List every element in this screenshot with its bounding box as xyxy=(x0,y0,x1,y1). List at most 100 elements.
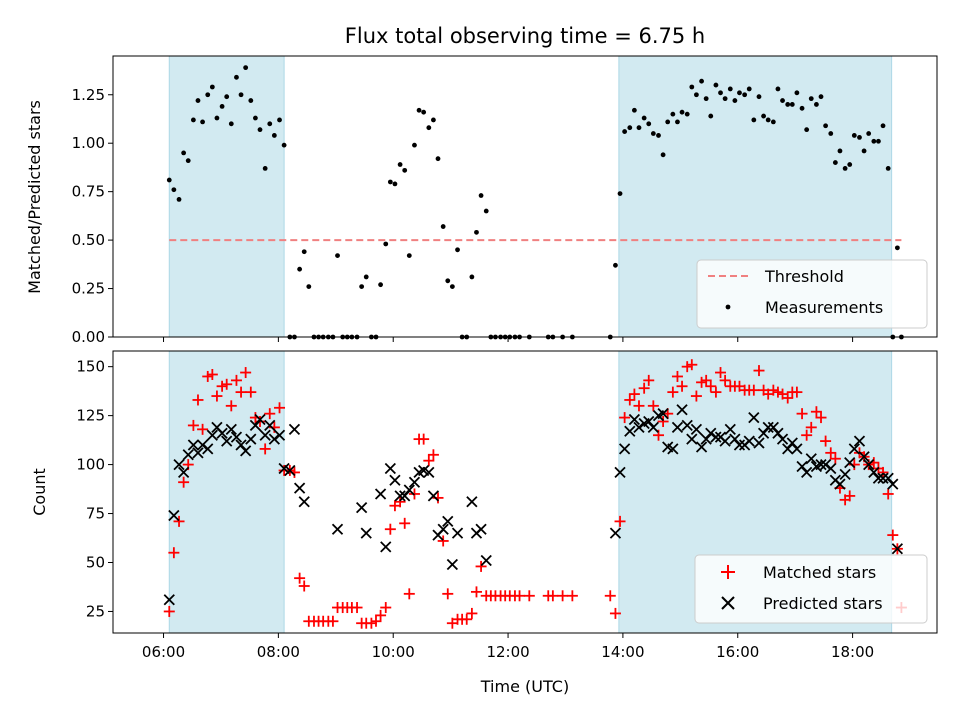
measurement-point xyxy=(416,107,422,113)
matched-star-point xyxy=(547,590,559,602)
measurement-point xyxy=(426,125,432,131)
matched-star-point xyxy=(370,615,382,627)
predicted-star-point xyxy=(284,464,296,477)
predicted-star-point xyxy=(757,427,770,439)
predicted-star-point xyxy=(480,554,492,567)
matched-star-point xyxy=(206,369,218,380)
matched-star-point xyxy=(633,400,645,412)
matched-star-point xyxy=(327,615,339,627)
measurement-point xyxy=(828,131,834,136)
matched-star-point xyxy=(168,547,180,559)
measurement-point xyxy=(713,82,719,88)
x-tick-label: 16:00 xyxy=(716,643,759,661)
x-tick-label: 14:00 xyxy=(601,643,644,661)
matched-star-point xyxy=(801,429,813,441)
count-panel: 25 50 75 100 125 150 06:00 08:00 10:00 12:00 14:0… xyxy=(30,350,938,696)
y-tick-label: 0.50 xyxy=(72,231,105,249)
measurement-point xyxy=(775,86,781,92)
measurement-point xyxy=(257,127,263,133)
y-tick-label: 125 xyxy=(76,407,105,425)
predicted-star-point xyxy=(173,458,185,471)
predicted-star-point xyxy=(225,423,237,435)
measurement-point xyxy=(205,92,211,98)
measurement-point xyxy=(243,65,249,71)
predicted-star-point xyxy=(394,490,406,502)
predicted-star-point xyxy=(380,541,392,553)
measurement-point xyxy=(699,78,704,84)
measurement-point xyxy=(306,284,312,290)
measurement-point xyxy=(751,117,757,123)
predicted-star-point xyxy=(815,458,827,471)
matched-star-point xyxy=(375,609,387,621)
predicted-star-point xyxy=(863,458,875,471)
measurement-point xyxy=(387,179,393,185)
predicted-star-point xyxy=(259,429,271,441)
measurement-point xyxy=(703,96,709,102)
measurement-point xyxy=(694,92,699,98)
matched-star-point xyxy=(514,590,526,602)
matched-star-point xyxy=(365,617,377,629)
predicted-star-point xyxy=(254,413,266,426)
matched-star-point xyxy=(844,490,856,502)
matched-star-point xyxy=(815,412,827,424)
measurement-point xyxy=(871,138,877,144)
matched-star-point xyxy=(466,607,478,619)
matched-star-point xyxy=(810,406,822,418)
matched-star-point xyxy=(384,523,396,535)
predicted-star-point xyxy=(437,523,449,535)
measurement-point xyxy=(746,86,752,92)
x-tick-label: 12:00 xyxy=(486,643,529,661)
predicted-star-point xyxy=(844,456,856,469)
ratio-panel-frame xyxy=(112,55,938,338)
predicted-star-point xyxy=(403,484,415,496)
measurement-point xyxy=(363,274,369,280)
measurement-point xyxy=(814,102,819,107)
predicted-star-point xyxy=(442,515,454,528)
matched-star-point xyxy=(294,572,306,584)
measurement-point xyxy=(219,103,225,109)
measurement-point xyxy=(641,115,647,121)
measurement-point xyxy=(301,249,307,255)
x-tick-label: 06:00 xyxy=(142,643,185,661)
measurement-point xyxy=(627,125,633,131)
measurement-point xyxy=(449,284,455,290)
predicted-star-point xyxy=(298,496,310,508)
measurement-point xyxy=(650,131,656,136)
matched-star-point xyxy=(782,392,794,404)
predicted-star-point xyxy=(177,466,190,479)
predicted-star-point xyxy=(657,408,669,420)
predicted-star-point xyxy=(235,439,247,451)
matched-star-point xyxy=(211,390,223,402)
measurement-point xyxy=(412,142,417,148)
y-tick-label: 100 xyxy=(76,456,105,474)
predicted-star-point xyxy=(202,443,214,455)
measurement-point xyxy=(804,127,810,133)
ratio-panel-legend: Threshold Measurements xyxy=(696,259,928,329)
measurement-point xyxy=(794,90,800,96)
measurement-point xyxy=(885,166,891,171)
matched-star-point xyxy=(791,386,803,398)
measurement-point xyxy=(431,117,436,123)
predicted-star-point xyxy=(643,415,655,428)
matched-star-point xyxy=(163,605,175,617)
predicted-star-point xyxy=(618,443,631,455)
matched-star-point xyxy=(614,515,626,527)
predicted-star-point xyxy=(187,439,200,451)
measurement-point xyxy=(684,111,690,117)
measurement-point xyxy=(670,111,676,117)
matched-star-point xyxy=(437,535,449,547)
predicted-star-point xyxy=(729,433,741,445)
legend-matched-label: Matched stars xyxy=(763,563,876,582)
predicted-star-point xyxy=(690,423,703,435)
measurement-point xyxy=(876,138,881,144)
measurement-point xyxy=(785,102,791,107)
measurement-point xyxy=(780,98,785,103)
predicted-star-point xyxy=(230,431,243,443)
predicted-star-point xyxy=(743,435,755,447)
measurement-point xyxy=(392,181,398,187)
predicted-star-point xyxy=(240,445,252,457)
matched-star-point xyxy=(197,423,209,435)
measurement-point xyxy=(335,253,340,259)
matched-star-point xyxy=(676,380,688,392)
